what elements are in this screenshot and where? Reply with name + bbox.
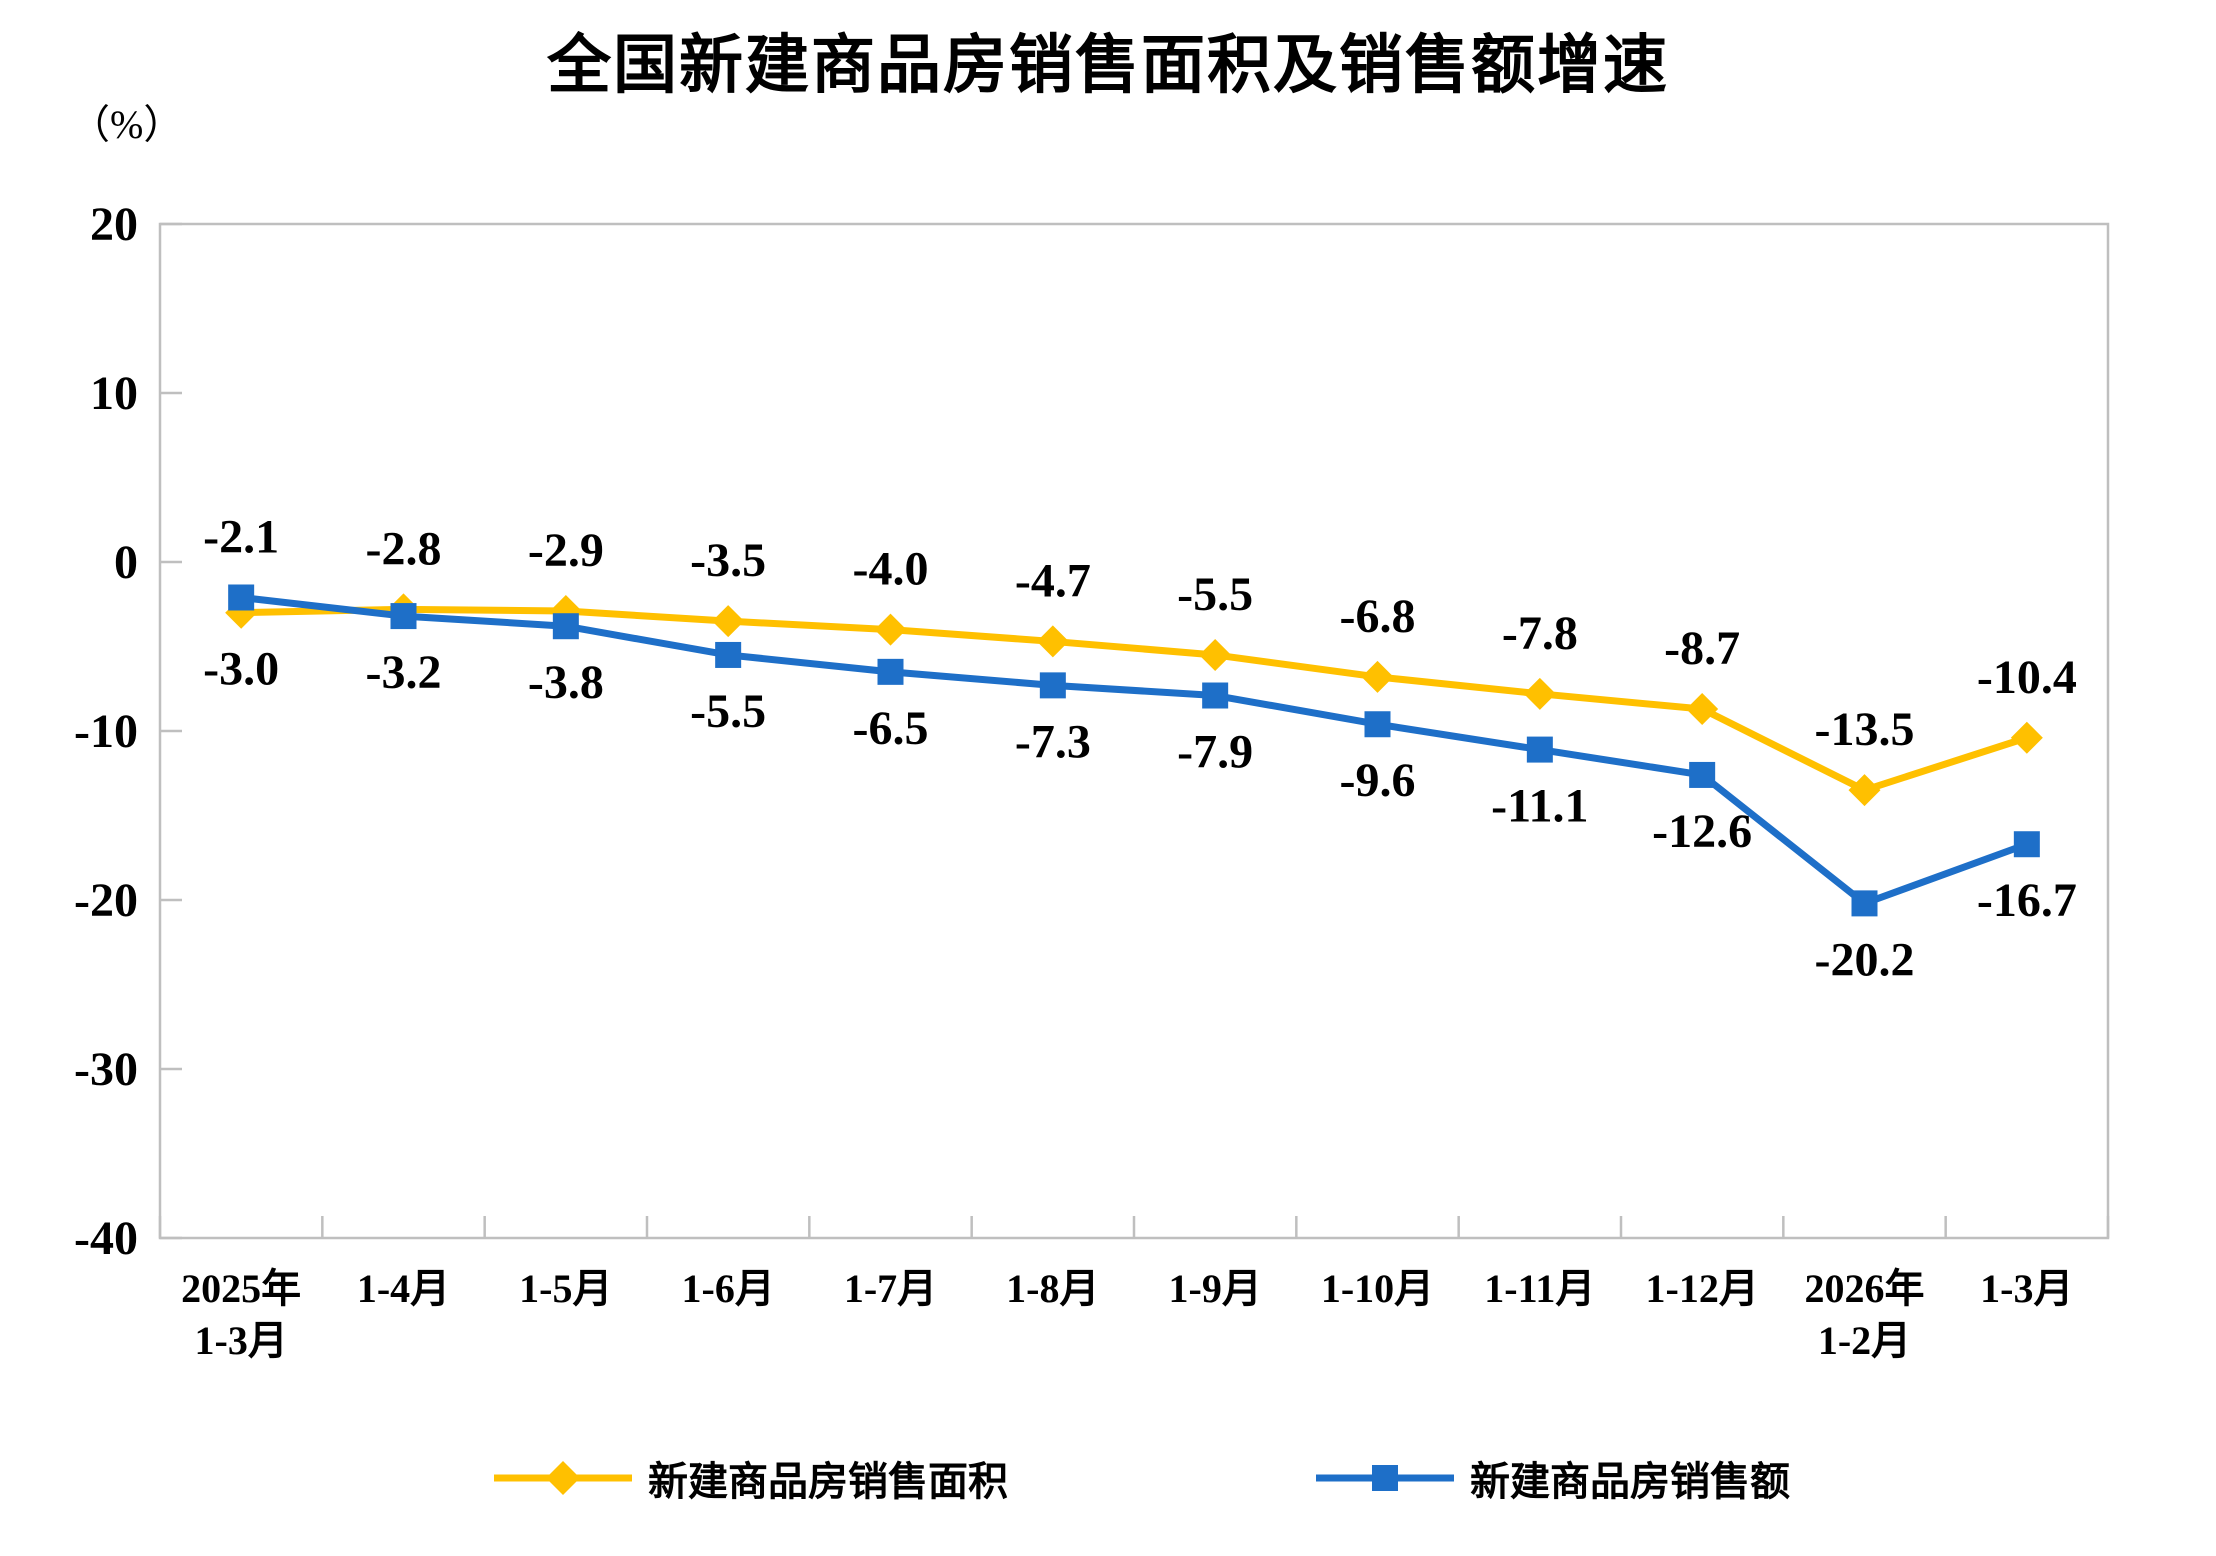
x-axis-category-label: 1-12月 (1646, 1266, 1759, 1311)
data-label: -2.1 (203, 510, 279, 563)
data-point-square (228, 584, 255, 611)
data-point-diamond (1199, 638, 1232, 671)
data-label: -16.7 (1977, 874, 2077, 927)
data-label: -3.0 (203, 643, 279, 696)
x-axis-category-label: 1-6月 (682, 1266, 775, 1311)
data-label: -12.6 (1652, 805, 1752, 858)
data-point-square (715, 641, 742, 668)
data-label: -6.5 (853, 702, 929, 755)
line-chart-plot: 20 10 0 -10 -20 -30 -40 2025年 1-3月 1-4月 1-5月 1-6月 1-… (74, 198, 2110, 1363)
x-axis-category-label: 1-3月 (1980, 1266, 2073, 1311)
data-point-diamond (712, 605, 745, 638)
x-axis-category-label: 1-5月 (519, 1266, 612, 1311)
series-line-sales-area (241, 605, 2028, 794)
x-axis-category-label: 1-11月 (1484, 1266, 1595, 1311)
data-label: -20.2 (1815, 933, 1915, 986)
data-label: -5.5 (690, 685, 766, 738)
data-label: -3.2 (366, 646, 442, 699)
x-axis-category-label: 2026年 (1805, 1266, 1925, 1311)
legend-diamond-marker-icon (494, 1461, 632, 1495)
x-axis-category-label: 1-2月 (1818, 1318, 1911, 1363)
x-axis-category-label: 1-3月 (195, 1318, 288, 1363)
y-axis-tick-label: 0 (114, 536, 138, 589)
x-axis-category-label: 1-8月 (1006, 1266, 1099, 1311)
data-label: -7.9 (1177, 726, 1253, 779)
data-point-diamond (1848, 774, 1881, 807)
data-point-square (1526, 736, 1553, 763)
data-label: -4.0 (853, 543, 929, 596)
legend-square-marker-icon (1316, 1465, 1454, 1491)
y-axis-unit-label: （%） (70, 102, 184, 147)
x-axis-category-label: 1-9月 (1169, 1266, 1262, 1311)
y-axis-tick-label: -30 (74, 1043, 138, 1096)
data-point-diamond (1361, 660, 1394, 693)
data-point-square (2013, 831, 2040, 858)
x-axis-category-label: 2025年 (181, 1266, 301, 1311)
data-point-diamond (1523, 677, 1556, 710)
legend-label-sales-value: 新建商品房销售额 (1470, 1459, 1790, 1504)
data-label: -9.6 (1340, 754, 1416, 807)
x-axis-category-label: 1-10月 (1321, 1266, 1434, 1311)
data-label: -7.8 (1502, 607, 1578, 660)
data-point-square (877, 658, 904, 685)
data-label: -6.8 (1340, 590, 1416, 643)
data-point-diamond (1036, 625, 1069, 658)
data-point-square (1202, 682, 1229, 709)
data-label: -4.7 (1015, 554, 1091, 607)
data-point-square (1364, 711, 1391, 738)
chart-title: 全国新建商品房销售面积及销售额增速 (547, 29, 1669, 101)
data-label: -2.8 (366, 522, 442, 575)
data-point-square (552, 613, 579, 640)
series-line-sales-value (240, 594, 2029, 907)
data-point-square (390, 603, 417, 630)
data-label: -3.5 (690, 534, 766, 587)
chart-legend: 新建商品房销售面积 新建商品房销售额 (0, 1448, 2216, 1508)
x-axis-category-label: 1-7月 (844, 1266, 937, 1311)
data-point-diamond (874, 613, 907, 646)
data-label: -8.7 (1664, 622, 1740, 675)
data-point-square (1039, 672, 1066, 699)
legend-item-sales-value: 新建商品房销售额 (1310, 1448, 1790, 1508)
y-axis-tick-label: -20 (74, 874, 138, 927)
data-point-square (1851, 890, 1878, 917)
data-label: -11.1 (1491, 780, 1588, 833)
y-axis-tick-label: -10 (74, 705, 138, 758)
y-axis-tick-label: -40 (74, 1212, 138, 1265)
plot-border (158, 222, 2110, 1240)
data-label: -13.5 (1815, 703, 1915, 756)
legend-label-sales-area: 新建商品房销售面积 (648, 1459, 1008, 1504)
data-label: -3.8 (528, 656, 604, 709)
x-axis-category-label: 1-4月 (357, 1266, 450, 1311)
y-axis-tick-label: 20 (90, 198, 138, 251)
data-label: -2.9 (528, 524, 604, 577)
data-point-square (1689, 761, 1716, 788)
data-label: -10.4 (1977, 651, 2077, 704)
y-axis-tick-label: 10 (90, 367, 138, 420)
data-point-diamond (1686, 693, 1719, 726)
data-label: -5.5 (1177, 568, 1253, 621)
data-label: -7.3 (1015, 715, 1091, 768)
data-point-diamond (2010, 721, 2043, 754)
legend-item-sales-area: 新建商品房销售面积 (488, 1448, 1008, 1508)
